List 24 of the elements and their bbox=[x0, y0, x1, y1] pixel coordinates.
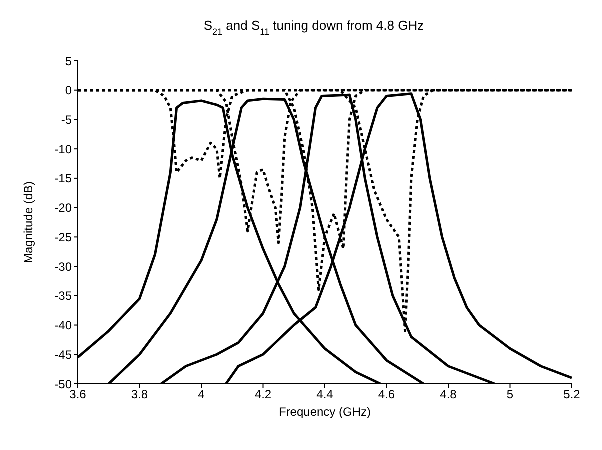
y-tick-label: -45 bbox=[54, 348, 72, 362]
x-tick-label: 4 bbox=[198, 388, 206, 402]
y-tick-label: -30 bbox=[54, 260, 72, 274]
y-tick-label: -20 bbox=[54, 201, 72, 216]
x-tick-label: 4.6 bbox=[378, 388, 396, 402]
x-tick-label: 4.2 bbox=[254, 388, 272, 402]
y-tick-label: -5 bbox=[61, 112, 72, 127]
x-tick-label: 4.8 bbox=[440, 388, 458, 402]
x-tick-label: 3.8 bbox=[131, 388, 148, 402]
y-tick-label: -25 bbox=[54, 230, 72, 244]
x-tick-label: 5 bbox=[506, 388, 514, 402]
x-tick-label: 4.4 bbox=[316, 388, 334, 402]
y-axis-title: Magnitude (dB) bbox=[21, 181, 36, 264]
y-tick-label: -15 bbox=[54, 172, 72, 186]
x-tick-label: 5.2 bbox=[564, 388, 581, 402]
x-tick-label: 3.6 bbox=[70, 388, 87, 402]
x-axis-title: Frequency (GHz) bbox=[278, 405, 372, 419]
y-tick-label: -10 bbox=[54, 142, 72, 156]
y-tick-label: -35 bbox=[54, 289, 72, 304]
y-tick-label: -50 bbox=[54, 377, 72, 392]
y-tick-label: -40 bbox=[54, 318, 72, 333]
y-tick-label: 5 bbox=[65, 54, 72, 68]
chart-title: S$_{21}$ and S$_{11}$ tuning down from 4.8 GHz bbox=[204, 18, 424, 37]
y-tick-label: 0 bbox=[65, 84, 72, 98]
